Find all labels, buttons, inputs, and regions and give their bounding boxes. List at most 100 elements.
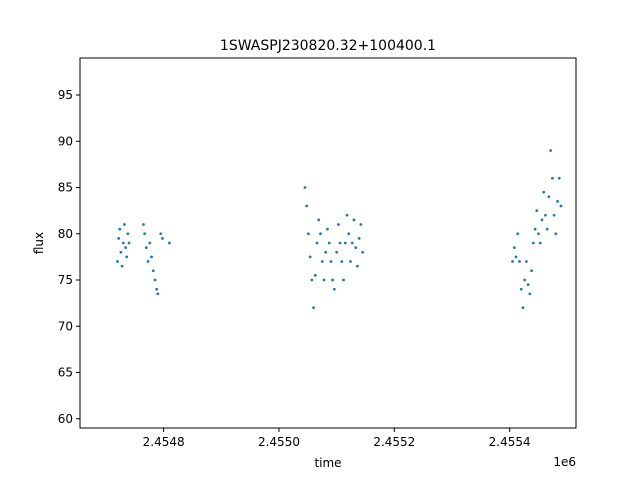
data-point bbox=[118, 227, 122, 231]
data-point bbox=[545, 227, 549, 231]
data-point bbox=[349, 260, 352, 263]
data-point bbox=[117, 236, 121, 240]
data-point bbox=[343, 241, 347, 245]
y-axis-title: flux bbox=[32, 232, 46, 254]
y-tick-label: 80 bbox=[58, 227, 73, 241]
data-point bbox=[530, 269, 533, 273]
y-tick-label: 90 bbox=[58, 134, 73, 148]
data-point bbox=[315, 241, 319, 245]
data-point bbox=[148, 241, 152, 245]
data-point bbox=[159, 232, 163, 236]
data-point bbox=[554, 232, 558, 236]
data-point bbox=[142, 223, 145, 226]
data-point bbox=[335, 250, 339, 254]
data-point bbox=[531, 241, 535, 245]
data-point bbox=[144, 246, 148, 250]
data-point bbox=[161, 236, 164, 240]
data-point bbox=[143, 232, 147, 236]
data-point bbox=[525, 260, 528, 263]
data-point bbox=[332, 287, 336, 291]
data-point bbox=[120, 264, 124, 268]
data-point bbox=[320, 260, 324, 263]
data-point bbox=[342, 278, 345, 282]
data-point bbox=[329, 260, 333, 263]
data-point bbox=[511, 260, 514, 263]
data-point bbox=[340, 260, 344, 263]
data-point bbox=[327, 241, 331, 245]
x-tick-label: 2.4554 bbox=[489, 435, 531, 449]
data-point bbox=[352, 218, 356, 222]
data-point bbox=[518, 260, 521, 263]
y-tick-label: 65 bbox=[58, 366, 73, 380]
data-point bbox=[306, 232, 310, 236]
data-point bbox=[126, 232, 130, 236]
data-point bbox=[538, 241, 542, 245]
data-point bbox=[359, 223, 363, 226]
data-point bbox=[156, 292, 160, 296]
data-point bbox=[146, 260, 150, 263]
data-point bbox=[151, 269, 155, 273]
x-tick-label: 2.4550 bbox=[258, 435, 300, 449]
data-point bbox=[305, 204, 309, 208]
data-point bbox=[521, 306, 525, 310]
data-point bbox=[549, 149, 553, 152]
data-point bbox=[535, 209, 539, 213]
data-point bbox=[324, 250, 328, 254]
data-point bbox=[544, 213, 547, 217]
plot-frame bbox=[79, 57, 577, 429]
data-point bbox=[331, 278, 335, 282]
y-tick-label: 95 bbox=[58, 88, 73, 102]
data-point bbox=[523, 278, 527, 282]
chart-title: 1SWASPJ230820.32+100400.1 bbox=[220, 38, 436, 54]
data-point bbox=[557, 176, 561, 180]
data-point bbox=[559, 204, 563, 208]
data-point bbox=[350, 241, 354, 245]
data-point bbox=[322, 278, 326, 282]
data-point bbox=[123, 223, 126, 226]
data-point bbox=[168, 241, 171, 245]
data-point bbox=[326, 227, 329, 231]
data-point bbox=[127, 241, 131, 245]
data-point bbox=[533, 227, 537, 231]
data-point bbox=[537, 232, 540, 236]
data-point bbox=[121, 241, 125, 245]
data-point bbox=[516, 232, 520, 236]
data-point bbox=[317, 218, 321, 222]
data-point bbox=[540, 218, 544, 222]
data-point bbox=[336, 223, 340, 226]
y-tick-label: 85 bbox=[58, 181, 73, 195]
y-tick-label: 75 bbox=[58, 273, 73, 287]
data-point bbox=[308, 255, 312, 259]
data-point bbox=[356, 264, 359, 268]
data-point bbox=[116, 260, 119, 263]
y-tick-label: 70 bbox=[58, 319, 73, 333]
data-point bbox=[119, 250, 123, 254]
x-axis-offset-label: 1e6 bbox=[553, 455, 576, 469]
data-point bbox=[303, 186, 307, 189]
data-point bbox=[150, 255, 153, 259]
data-point bbox=[338, 241, 342, 245]
data-point bbox=[550, 176, 554, 180]
data-point bbox=[556, 199, 559, 203]
data-point bbox=[312, 306, 315, 310]
x-tick-label: 2.4548 bbox=[143, 435, 185, 449]
data-point bbox=[526, 283, 530, 287]
data-point bbox=[345, 213, 349, 217]
data-point bbox=[124, 246, 127, 250]
data-point bbox=[361, 250, 364, 254]
data-point bbox=[319, 232, 322, 236]
data-point bbox=[519, 287, 523, 291]
data-point bbox=[310, 278, 314, 282]
y-axis: 60 65 70 75 80 85 90 95 bbox=[58, 88, 80, 426]
data-point bbox=[552, 213, 556, 217]
x-axis: 2.4548 2.4550 2.4552 2.4554 bbox=[143, 428, 531, 449]
data-point bbox=[354, 246, 358, 250]
data-point bbox=[357, 236, 361, 240]
data-point bbox=[313, 273, 317, 277]
y-tick-label: 60 bbox=[58, 412, 73, 426]
data-point bbox=[153, 278, 157, 282]
data-point bbox=[125, 255, 129, 259]
data-point bbox=[514, 255, 518, 259]
data-point bbox=[547, 195, 551, 199]
